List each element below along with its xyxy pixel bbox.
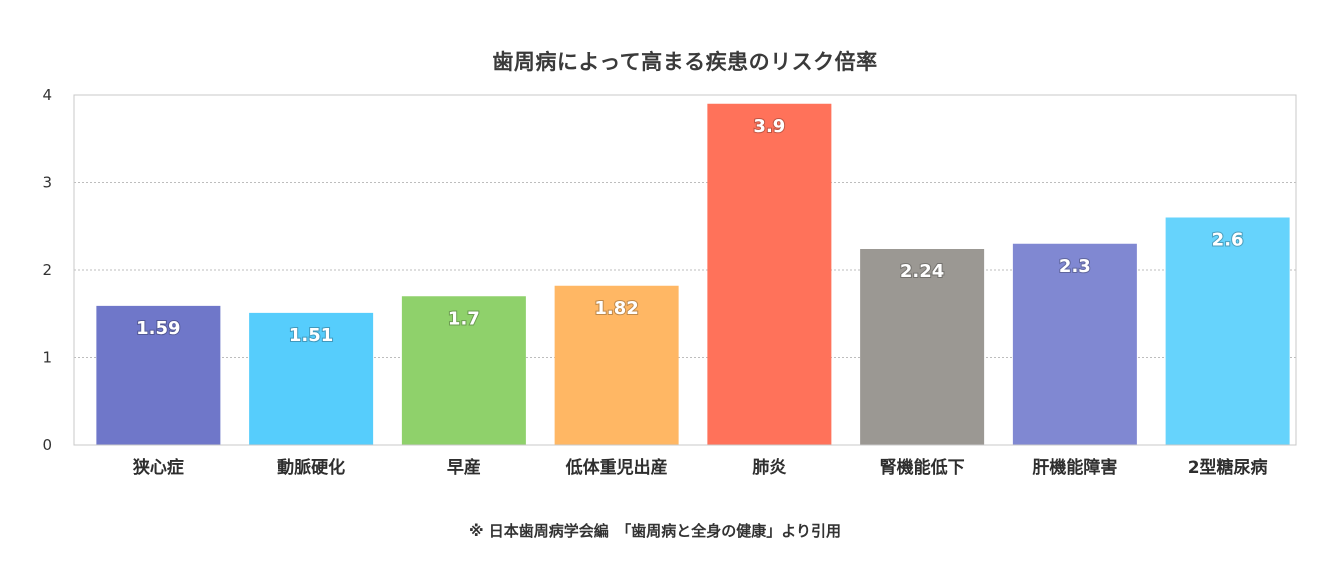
data-label: 2.24 [900, 261, 944, 282]
data-label: 2.6 [1212, 230, 1244, 251]
category-label: 2型糖尿病 [1188, 457, 1268, 478]
data-label: 1.59 [136, 318, 180, 339]
y-tick-label: 3 [42, 174, 52, 192]
bar [1165, 217, 1290, 445]
y-tick-label: 0 [42, 436, 52, 454]
category-label: 早産 [447, 457, 481, 478]
bar [96, 305, 221, 445]
category-label: 狭心症 [132, 457, 184, 478]
bars-layer [96, 103, 1290, 445]
source-note: ※ 日本歯周病学会編 「歯周病と全身の健康」より引用 [468, 522, 841, 540]
category-label: 動脈硬化 [277, 457, 345, 478]
bar [554, 285, 679, 445]
y-tick-label: 1 [42, 349, 52, 367]
y-tick-label: 2 [42, 261, 52, 279]
bar [401, 296, 526, 445]
plot-frame [73, 94, 1297, 446]
data-label: 1.51 [289, 325, 333, 346]
category-label: 肺炎 [752, 458, 786, 478]
y-tick-label: 4 [42, 86, 52, 104]
bar [249, 312, 374, 445]
chart-title: 歯周病によって高まる疾患のリスク倍率 [492, 50, 878, 74]
data-label: 1.7 [448, 308, 480, 329]
bar [860, 249, 985, 445]
category-label: 低体重児出産 [565, 457, 668, 478]
data-label: 3.9 [753, 116, 785, 137]
data-label: 1.82 [594, 298, 638, 319]
category-label: 腎機能低下 [880, 457, 965, 478]
labels-layer: 0 1 2 3 4 1.59 狭心症 1.51 動脈硬化 1.7 早産 1.82 低体重児出産 3.9 肺炎… [42, 86, 1267, 478]
category-label: 肝機能障害 [1032, 457, 1117, 478]
bar [1012, 243, 1137, 445]
data-label: 2.3 [1059, 256, 1091, 277]
bar [707, 103, 832, 445]
